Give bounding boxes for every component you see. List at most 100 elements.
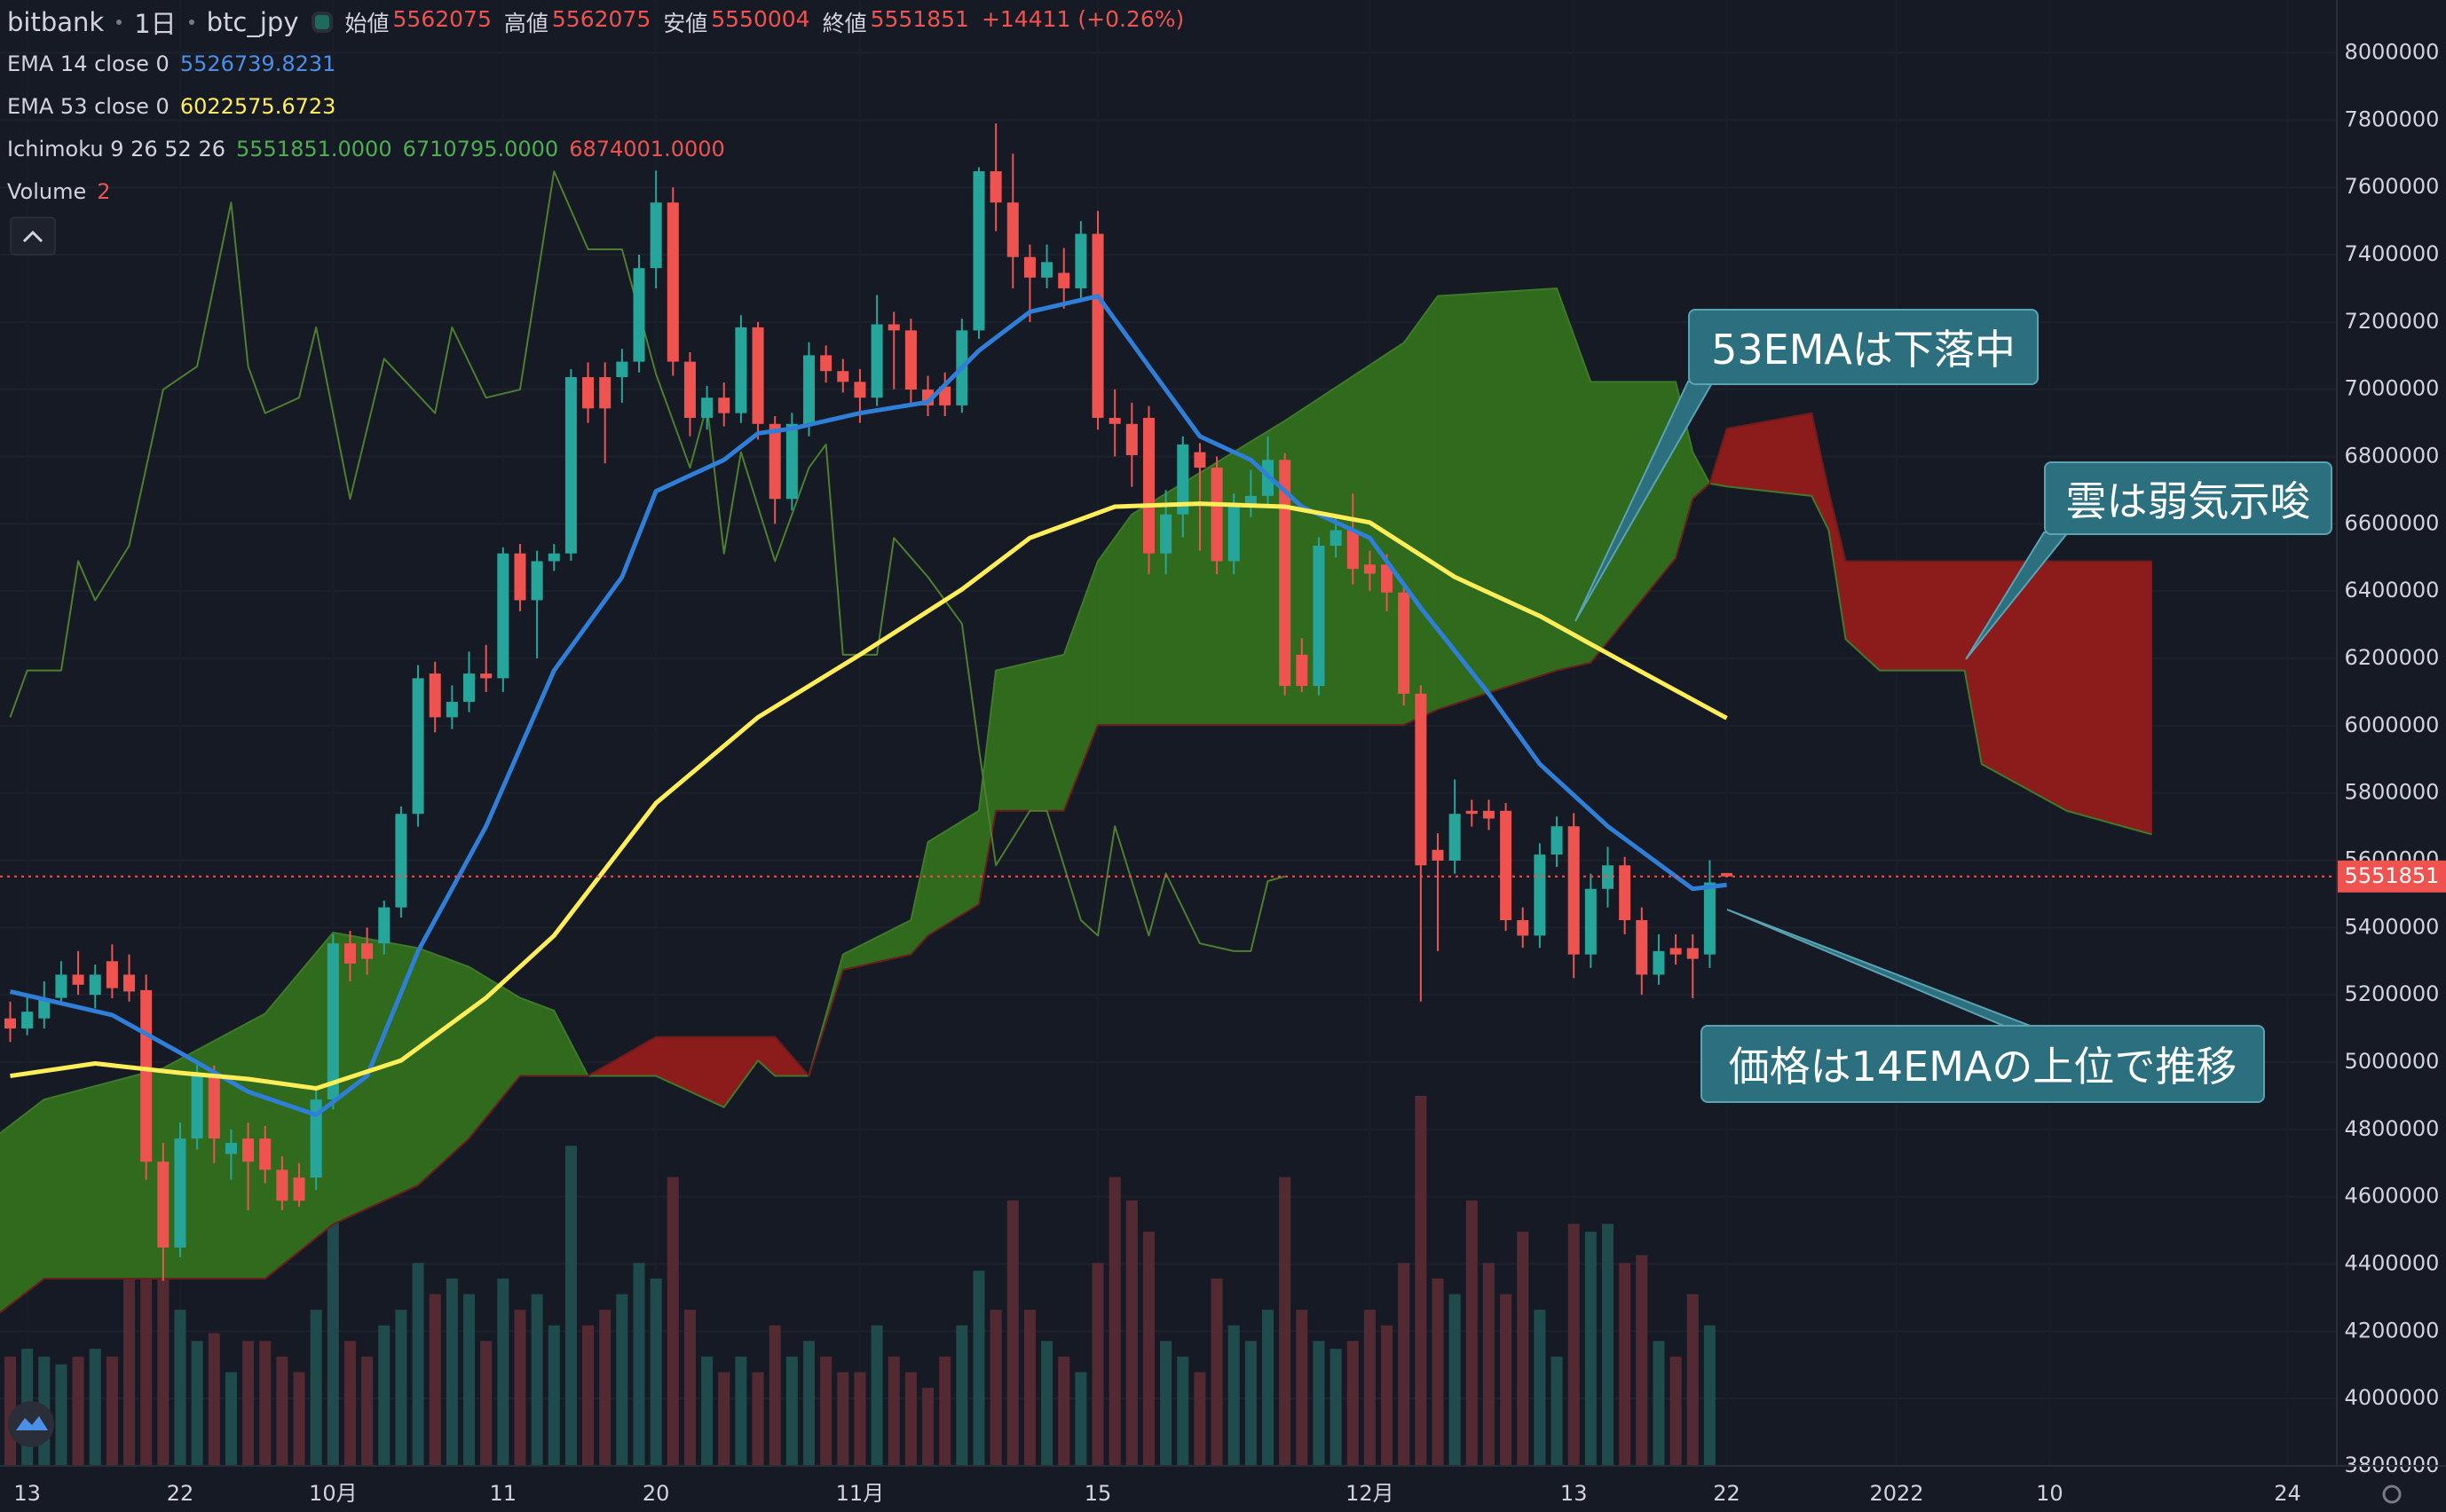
x-tick-label: 13 [1560,1481,1588,1506]
candle-body [21,1012,34,1029]
volume-bar [871,1325,883,1466]
volume-bar [1636,1255,1648,1466]
volume-bar [1194,1372,1206,1466]
ohlc-label: 安値 [663,11,708,36]
x-tick-label: 11月 [836,1481,885,1506]
x-tick-label: 20 [643,1481,670,1506]
candle-body [1058,272,1070,288]
candle-body [718,398,730,413]
candle-body [904,330,917,390]
candle-body [820,355,832,372]
ema-line [10,501,1728,1091]
volume-bar [208,1333,220,1466]
candle-body [1313,545,1325,687]
candle-body [564,377,577,554]
legend-value: 5551851.0000 [236,137,392,161]
candle-body [1465,810,1478,815]
candle-body [599,377,612,409]
y-tick-label: 4800000 [2345,1116,2440,1141]
legend-name: Volume [7,179,87,204]
y-tick-label: 6200000 [2345,645,2440,670]
volume-bar [1465,1200,1478,1466]
volume-bar [1330,1349,1342,1466]
legend-value: 6710795.0000 [402,137,559,161]
legend-name: EMA 53 close 0 [7,94,170,119]
x-tick-label: 22 [1713,1481,1740,1506]
cloud-segment [1879,560,1966,672]
candle-body [1296,654,1308,687]
candle-body [633,268,645,362]
candle-body [548,553,560,562]
y-tick-label: 7800000 [2345,106,2440,131]
volume-bar [735,1356,747,1466]
volume-bar [225,1372,237,1466]
candle-body [1023,256,1036,278]
y-tick-label: 4600000 [2345,1184,2440,1209]
x-tick-label: 15 [1085,1481,1112,1506]
volume-bar [1006,1200,1019,1466]
volume-bar [429,1294,441,1466]
price-tag-label: 5551851 [2345,863,2440,888]
header: bitbank 1日 btc_jpy 始値 5562075 高値 5562075 安… [7,4,1184,41]
candle-body [276,1169,288,1201]
candle-body [310,1099,322,1178]
collapse-button[interactable] [10,217,56,256]
candle-body [1636,920,1648,975]
volume-bar [1244,1341,1257,1466]
annotation: 53EMAは下落中 [1688,309,2039,385]
x-tick-label: 11 [490,1481,517,1506]
candle-body [785,423,798,500]
volume-bar [973,1271,985,1466]
volume-bar [89,1349,101,1466]
volume-bar [412,1263,424,1466]
volume-bar [1448,1294,1461,1466]
x-tick-label: 24 [2274,1481,2301,1506]
candle-body [89,974,101,996]
span-a-line [0,287,2152,1135]
candle-body [191,1075,203,1139]
settings-icon[interactable] [2382,1484,2402,1504]
legend-ema53: EMA 53 close 0 6022575.6723 [7,94,335,119]
volume-bar [1075,1372,1087,1466]
volume-bar [1346,1341,1359,1466]
volume-bar [1653,1341,1665,1466]
logo-icon [16,1416,48,1430]
price-tag [2337,860,2446,893]
volume-bar [259,1341,272,1466]
candle-body [174,1138,186,1248]
volume-bar [650,1278,662,1466]
candle-body [1177,444,1189,515]
legend-value: 6022575.6723 [179,94,336,119]
legend-ema14: EMA 14 close 0 5526739.8231 [7,51,335,76]
cloud-segment [1964,560,1983,765]
volume-bar [956,1325,968,1466]
volume-bar [1669,1356,1682,1466]
candle-body [1142,417,1155,554]
volume-bar [395,1310,407,1466]
volume-bar [1177,1356,1189,1466]
volume-bar [1262,1310,1274,1466]
candle-body [1075,233,1087,288]
candle-body [1227,507,1240,562]
candle-body [701,398,714,418]
volume-bar [276,1356,288,1466]
cloud-segment [757,1036,776,1077]
volume-bar [378,1325,391,1466]
volume-bar [1296,1310,1308,1466]
cloud-segment [995,654,1065,812]
candle-body [1500,810,1512,921]
candle-body [140,989,153,1162]
candle-body [1211,468,1223,562]
volume-bar [310,1310,322,1466]
volume-bar [106,1356,118,1466]
ohlc-label: 終値 [822,11,867,36]
candle-body [208,1075,220,1139]
volume-bar [820,1356,832,1466]
candle-body [395,814,407,908]
volume-bar [1584,1232,1597,1466]
cloud-segment [1590,381,1677,665]
volume-bar [463,1294,476,1466]
cloud-segment [1556,287,1591,672]
candle-body [854,382,866,398]
